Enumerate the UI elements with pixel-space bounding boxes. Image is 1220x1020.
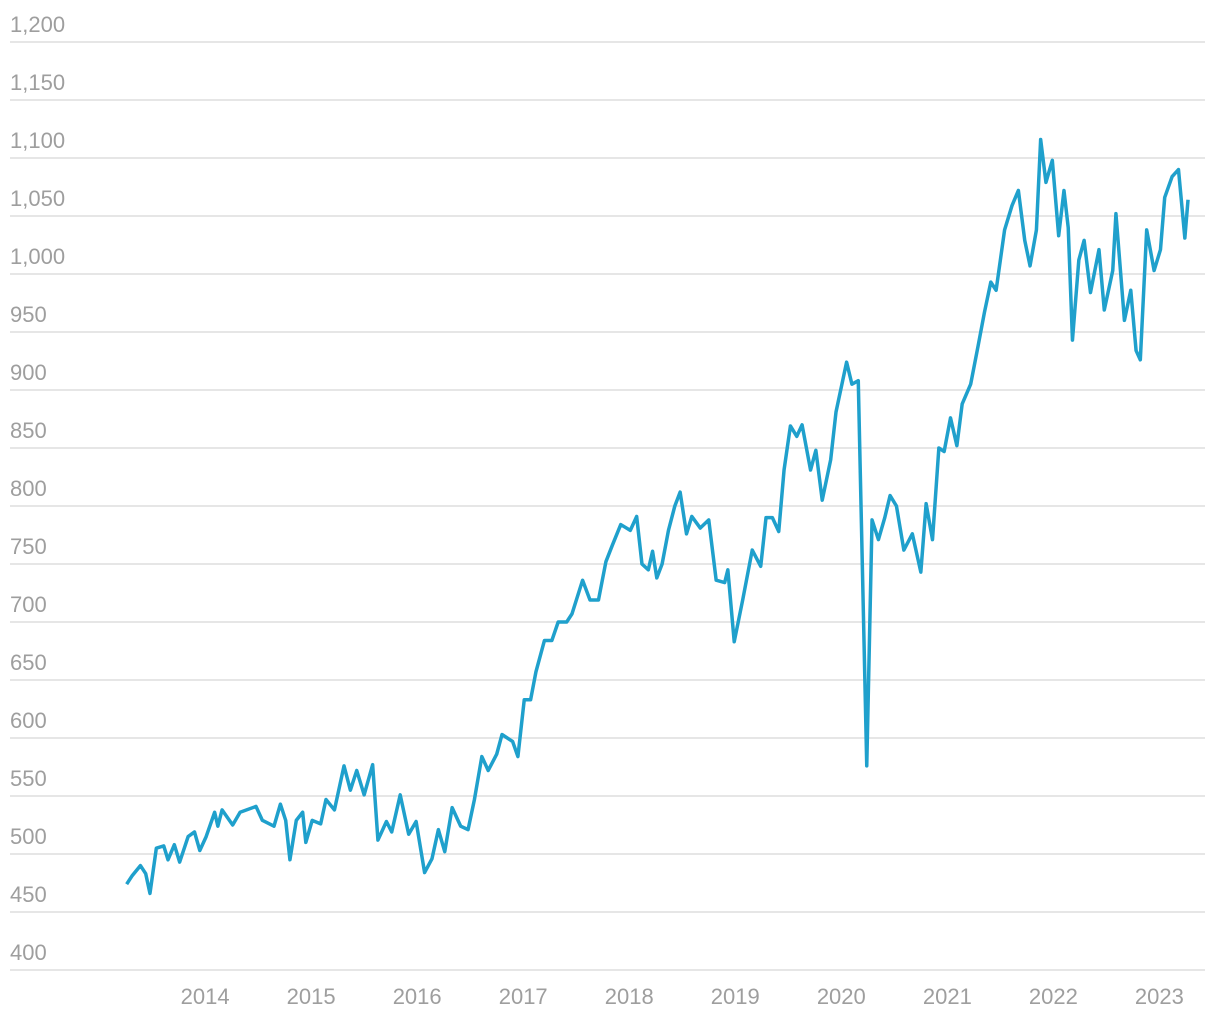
x-tick-label: 2020: [817, 984, 866, 1009]
x-tick-label: 2021: [923, 984, 972, 1009]
x-tick-label: 2016: [393, 984, 442, 1009]
y-tick-label: 450: [10, 882, 47, 907]
y-tick-label: 1,150: [10, 70, 65, 95]
y-tick-label: 1,100: [10, 128, 65, 153]
x-tick-label: 2019: [711, 984, 760, 1009]
y-tick-label: 1,000: [10, 244, 65, 269]
data-line: [125, 137, 1190, 896]
x-tick-label: 2022: [1029, 984, 1078, 1009]
y-tick-label: 1,050: [10, 186, 65, 211]
y-tick-label: 750: [10, 534, 47, 559]
x-tick-label: 2015: [287, 984, 336, 1009]
y-tick-label: 650: [10, 650, 47, 675]
y-tick-label: 800: [10, 476, 47, 501]
y-tick-label: 700: [10, 592, 47, 617]
y-tick-label: 1,200: [10, 12, 65, 37]
y-tick-label: 500: [10, 824, 47, 849]
y-tick-label: 850: [10, 418, 47, 443]
x-tick-label: 2023: [1135, 984, 1184, 1009]
y-tick-label: 400: [10, 940, 47, 965]
y-tick-label: 950: [10, 302, 47, 327]
x-tick-label: 2017: [499, 984, 548, 1009]
x-tick-label: 2014: [181, 984, 230, 1009]
y-tick-label: 550: [10, 766, 47, 791]
y-tick-label: 600: [10, 708, 47, 733]
x-tick-label: 2018: [605, 984, 654, 1009]
y-tick-label: 900: [10, 360, 47, 385]
